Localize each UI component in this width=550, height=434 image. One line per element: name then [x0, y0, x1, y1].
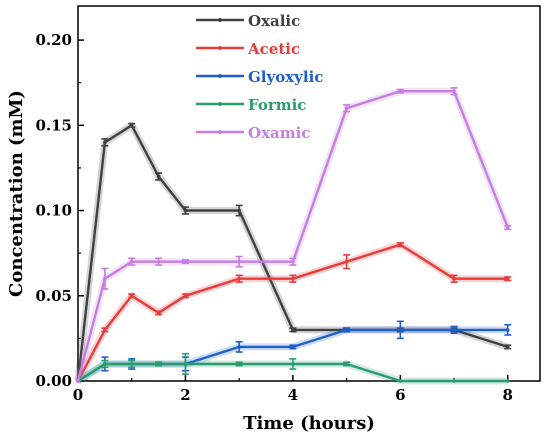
data-point: [129, 362, 134, 366]
legend-label: Formic: [248, 96, 306, 114]
legend-marker: [218, 74, 222, 78]
legend-entry-acetic: Acetic: [196, 40, 300, 58]
x-tick-label: 0: [73, 386, 83, 404]
data-point: [344, 362, 349, 366]
data-point: [183, 293, 188, 298]
data-point: [452, 276, 456, 281]
data-point: [398, 242, 403, 247]
data-point: [156, 174, 161, 179]
legend-entry-formic: Formic: [196, 96, 306, 114]
data-point: [505, 379, 510, 383]
data-point: [344, 259, 349, 264]
data-point: [237, 362, 241, 366]
legend-entry-oxamic: Oxamic: [196, 124, 310, 142]
data-point: [156, 362, 161, 366]
legend-marker: [218, 102, 222, 106]
data-point: [505, 345, 510, 349]
y-tick-label: 0.10: [35, 202, 72, 220]
data-point: [452, 328, 456, 332]
series-layer: [74, 87, 512, 385]
data-point: [156, 259, 161, 264]
series-formic: [76, 352, 510, 385]
data-point: [237, 259, 241, 264]
data-point: [398, 89, 403, 94]
series-acetic: [74, 241, 512, 383]
legend-marker: [218, 18, 222, 22]
y-axis: 0.00 0.05 0.10 0.15 0.20: [35, 31, 84, 390]
y-tick-label: 0.05: [35, 287, 72, 305]
y-tick-label: 0.00: [35, 372, 72, 390]
data-point: [237, 345, 241, 349]
data-point: [505, 225, 510, 230]
legend-label: Oxalic: [248, 12, 300, 30]
legend: Oxalic Acetic Glyoxylic Formic Oxamic: [196, 12, 323, 142]
data-point: [398, 379, 403, 383]
data-point: [103, 328, 107, 332]
plot-frame: [77, 5, 541, 382]
plot-border: [77, 5, 541, 382]
x-tick-label: 4: [288, 386, 298, 404]
y-axis-title: Concentration (mM): [6, 90, 27, 297]
data-point: [129, 293, 134, 298]
legend-label: Oxamic: [248, 124, 310, 142]
legend-marker: [218, 130, 222, 134]
data-point: [129, 123, 134, 128]
data-point: [291, 345, 295, 349]
y-tick-label: 0.15: [35, 116, 72, 134]
data-point: [103, 362, 107, 366]
x-tick-label: 8: [503, 386, 513, 404]
legend-label: Acetic: [247, 40, 300, 58]
data-point: [398, 328, 403, 332]
data-point: [129, 259, 134, 264]
data-point: [103, 140, 107, 145]
data-point: [291, 362, 295, 366]
data-point: [505, 328, 510, 332]
series-halo: [76, 326, 508, 384]
data-point: [291, 276, 295, 281]
x-tick-label: 6: [395, 386, 405, 404]
x-tick-label: 2: [180, 386, 190, 404]
data-point: [505, 276, 510, 281]
legend-entry-oxalic: Oxalic: [196, 12, 300, 30]
data-point: [291, 259, 295, 264]
data-point: [183, 259, 188, 264]
data-point: [237, 276, 241, 281]
x-axis-title: Time (hours): [243, 413, 375, 434]
legend-label: Glyoxylic: [248, 68, 323, 86]
series-oxamic: [74, 87, 512, 383]
data-point: [452, 89, 456, 94]
series-line: [77, 328, 508, 383]
data-point: [103, 276, 107, 281]
data-point: [237, 208, 241, 213]
data-point: [183, 208, 188, 213]
data-point: [344, 106, 349, 111]
data-point: [156, 311, 161, 315]
legend-entry-glyoxylic: Glyoxylic: [196, 68, 323, 86]
legend-marker: [218, 46, 222, 50]
data-point: [291, 328, 295, 332]
data-point: [452, 379, 456, 383]
data-point: [183, 362, 188, 366]
y-tick-label: 0.20: [35, 31, 72, 49]
data-point: [344, 328, 349, 332]
data-point: [76, 379, 80, 383]
